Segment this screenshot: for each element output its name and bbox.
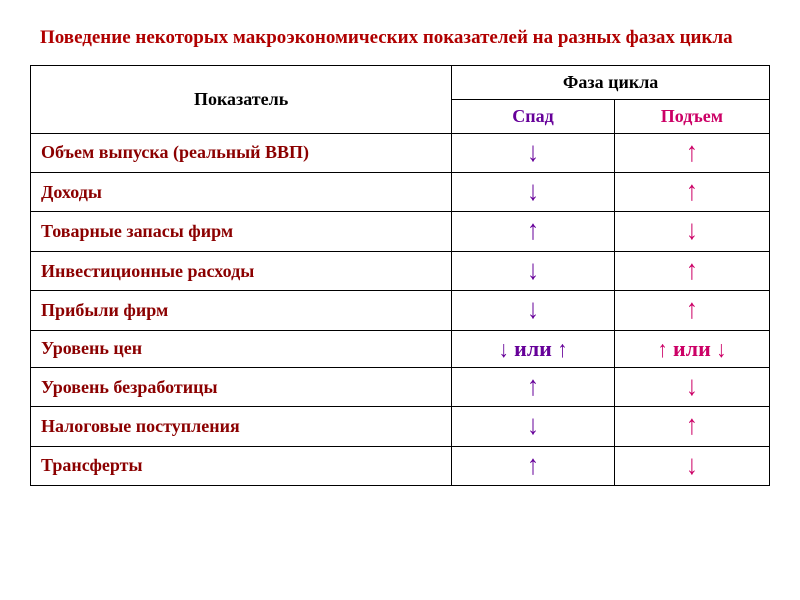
- header-phase-group: Фаза цикла: [452, 65, 770, 99]
- table-cell: ↑: [614, 407, 769, 446]
- table-row: Доходы↓↑: [31, 173, 770, 212]
- table-cell: ↑: [614, 173, 769, 212]
- table-cell: ↓: [452, 291, 615, 330]
- header-indicator: Показатель: [31, 65, 452, 133]
- table-row: Налоговые поступления↓↑: [31, 407, 770, 446]
- table-body: Объем выпуска (реальный ВВП)↓↑Доходы↓↑То…: [31, 133, 770, 485]
- indicators-table: Показатель Фаза цикла Спад Подъем Объем …: [30, 65, 770, 486]
- table-row: Трансферты↑↓: [31, 446, 770, 485]
- table-row: Товарные запасы фирм↑↓: [31, 212, 770, 251]
- table-cell: ↑ или ↓: [614, 330, 769, 367]
- row-label: Инвестиционные расходы: [31, 251, 452, 290]
- header-col2: Подъем: [614, 99, 769, 133]
- table-cell: ↓: [614, 212, 769, 251]
- table-row: Объем выпуска (реальный ВВП)↓↑: [31, 133, 770, 172]
- table-cell: ↓: [452, 173, 615, 212]
- table-row: Инвестиционные расходы↓↑: [31, 251, 770, 290]
- table-cell: ↓: [452, 251, 615, 290]
- row-label: Доходы: [31, 173, 452, 212]
- table-cell: ↑: [614, 251, 769, 290]
- table-cell: ↓ или ↑: [452, 330, 615, 367]
- table-cell: ↑: [452, 446, 615, 485]
- row-label: Уровень безработицы: [31, 367, 452, 406]
- row-label: Уровень цен: [31, 330, 452, 367]
- row-label: Прибыли фирм: [31, 291, 452, 330]
- row-label: Трансферты: [31, 446, 452, 485]
- table-row: Прибыли фирм↓↑: [31, 291, 770, 330]
- table-row: Уровень цен↓ или ↑↑ или ↓: [31, 330, 770, 367]
- table-cell: ↑: [452, 367, 615, 406]
- row-label: Товарные запасы фирм: [31, 212, 452, 251]
- table-cell: ↑: [614, 133, 769, 172]
- row-label: Объем выпуска (реальный ВВП): [31, 133, 452, 172]
- table-cell: ↓: [614, 367, 769, 406]
- table-cell: ↓: [614, 446, 769, 485]
- table-cell: ↑: [452, 212, 615, 251]
- row-label: Налоговые поступления: [31, 407, 452, 446]
- table-cell: ↓: [452, 133, 615, 172]
- header-col1: Спад: [452, 99, 615, 133]
- table-row: Уровень безработицы↑↓: [31, 367, 770, 406]
- page-title: Поведение некоторых макроэкономических п…: [40, 26, 760, 51]
- table-cell: ↑: [614, 291, 769, 330]
- table-cell: ↓: [452, 407, 615, 446]
